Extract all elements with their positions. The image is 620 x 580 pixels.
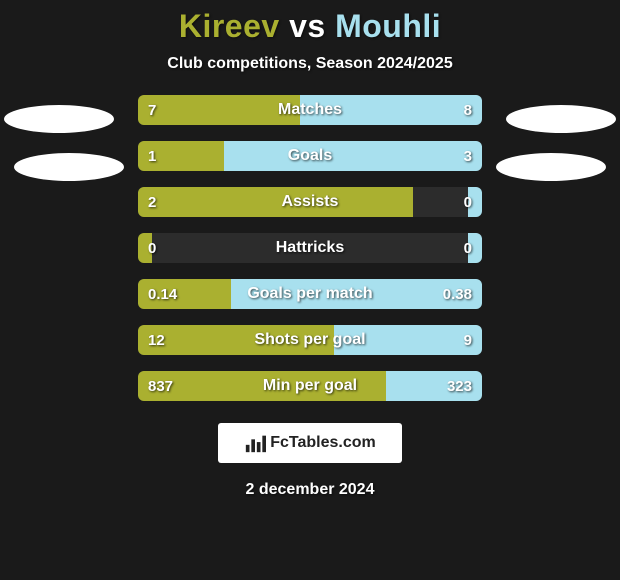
stat-value-right: 9	[464, 325, 472, 355]
vs-label: vs	[289, 8, 326, 44]
avatar-placeholder-right-2	[496, 153, 606, 181]
stat-row: 20Assists	[138, 187, 482, 217]
stat-value-right: 0	[464, 187, 472, 217]
comparison-title: Kireev vs Mouhli	[179, 8, 441, 45]
date-label: 2 december 2024	[246, 481, 375, 499]
stat-bar-left	[138, 187, 413, 217]
stat-row: 837323Min per goal	[138, 371, 482, 401]
stat-bar-right	[334, 325, 482, 355]
stat-bar-left	[138, 325, 334, 355]
stat-bars: 78Matches13Goals20Assists00Hattricks0.14…	[138, 95, 482, 417]
stat-value-left: 837	[148, 371, 173, 401]
stat-row: 129Shots per goal	[138, 325, 482, 355]
infographic-container: Kireev vs Mouhli Club competitions, Seas…	[0, 0, 620, 580]
stat-value-left: 12	[148, 325, 165, 355]
stat-row: 78Matches	[138, 95, 482, 125]
subtitle-text: Club competitions, Season 2024/2025	[167, 55, 452, 73]
player2-name: Mouhli	[335, 8, 441, 44]
stat-row: 0 0Hattricks	[138, 233, 482, 263]
stat-value-right: 0	[464, 233, 472, 263]
stat-bar-left	[138, 371, 386, 401]
stat-value-right: 3	[464, 141, 472, 171]
player1-name: Kireev	[179, 8, 280, 44]
stat-value-left: 1	[148, 141, 156, 171]
avatar-placeholder-right-1	[506, 105, 616, 133]
brand-label: FcTables.com	[270, 434, 376, 452]
stat-value-right: 8	[464, 95, 472, 125]
stat-value-left: 0.14	[148, 279, 177, 309]
stat-row: 13Goals	[138, 141, 482, 171]
stat-label: Hattricks	[138, 233, 482, 263]
stat-value-right: 0.38	[443, 279, 472, 309]
stat-bar-left	[138, 95, 300, 125]
stat-value-left: 7	[148, 95, 156, 125]
bars-icon	[244, 432, 266, 454]
stat-value-left: 2	[148, 187, 156, 217]
stat-bar-right	[300, 95, 482, 125]
stat-bar-right	[224, 141, 482, 171]
avatar-placeholder-left-2	[14, 153, 124, 181]
stat-value-left: 0	[148, 233, 156, 263]
chart-area: 78Matches13Goals20Assists00Hattricks0.14…	[0, 95, 620, 417]
stat-row: 0.140.38Goals per match	[138, 279, 482, 309]
avatar-placeholder-left-1	[4, 105, 114, 133]
stat-value-right: 323	[447, 371, 472, 401]
brand-badge: FcTables.com	[218, 423, 402, 463]
